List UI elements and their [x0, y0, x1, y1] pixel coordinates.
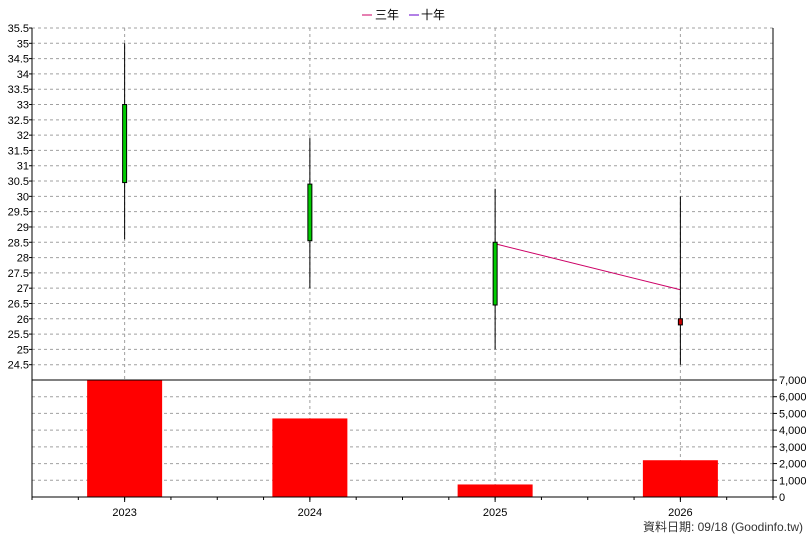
legend-label-three-year: 三年: [375, 8, 399, 22]
average-lines: [495, 243, 681, 291]
price-tick-label: 25: [17, 344, 29, 356]
volume-tick-label: 4,000: [779, 425, 807, 437]
price-tick-label: 34.5: [8, 54, 29, 66]
price-tick-label: 28.5: [8, 237, 29, 249]
price-tick-label: 33.5: [8, 84, 29, 96]
price-tick-label: 31: [17, 161, 29, 173]
volume-tick-label: 2,000: [779, 459, 807, 471]
price-tick-label: 32.5: [8, 115, 29, 127]
price-tick-label: 29: [17, 222, 29, 234]
volume-bar: [457, 484, 533, 497]
candle-body: [122, 104, 128, 184]
price-tick-label: 31.5: [8, 145, 29, 157]
candle-body: [677, 318, 683, 326]
volume-bar: [87, 380, 163, 497]
volume-bar: [642, 460, 718, 497]
volume-tick-label: 7,000: [779, 375, 807, 387]
volume-tick-label: 3,000: [779, 442, 807, 454]
legend: 三年 十年: [362, 8, 445, 22]
candlesticks: [122, 43, 683, 365]
price-tick-label: 32: [17, 130, 29, 142]
price-tick-label: 29.5: [8, 207, 29, 219]
volume-bars: [87, 380, 718, 497]
price-tick-label: 34: [17, 69, 29, 81]
volume-tick-label: 5,000: [779, 408, 807, 420]
x-tick-label: 2023: [112, 507, 136, 519]
price-tick-label: 35.5: [8, 23, 29, 35]
price-tick-label: 33: [17, 100, 29, 112]
price-tick-label: 30: [17, 191, 29, 203]
price-tick-label: 26: [17, 314, 29, 326]
x-tick-label: 2026: [668, 507, 692, 519]
volume-bar: [272, 418, 348, 497]
price-tick-label: 24.5: [8, 360, 29, 372]
candle-body: [307, 183, 313, 242]
price-tick-label: 27: [17, 283, 29, 295]
price-tick-label: 26.5: [8, 298, 29, 310]
volume-tick-label: 6,000: [779, 392, 807, 404]
x-tick-label: 2025: [483, 507, 507, 519]
price-tick-label: 25.5: [8, 329, 29, 341]
axes: 24.5 25 25.5 26 26.5 27 27.5 28 28.5 29 29.5 30 30.5…: [8, 23, 807, 519]
price-tick-label: 28: [17, 253, 29, 265]
average-line: [495, 243, 681, 291]
x-tick-label: 2024: [298, 507, 322, 519]
price-tick-label: 30.5: [8, 176, 29, 188]
price-tick-label: 27.5: [8, 268, 29, 280]
volume-tick-label: 1,000: [779, 475, 807, 487]
price-tick-label: 35: [17, 38, 29, 50]
legend-label-ten-year: 十年: [421, 8, 445, 22]
footer-source: 資料日期: 09/18 (Goodinfo.tw): [643, 520, 803, 534]
volume-tick-label: 0: [779, 492, 785, 504]
candle-body: [492, 241, 498, 306]
